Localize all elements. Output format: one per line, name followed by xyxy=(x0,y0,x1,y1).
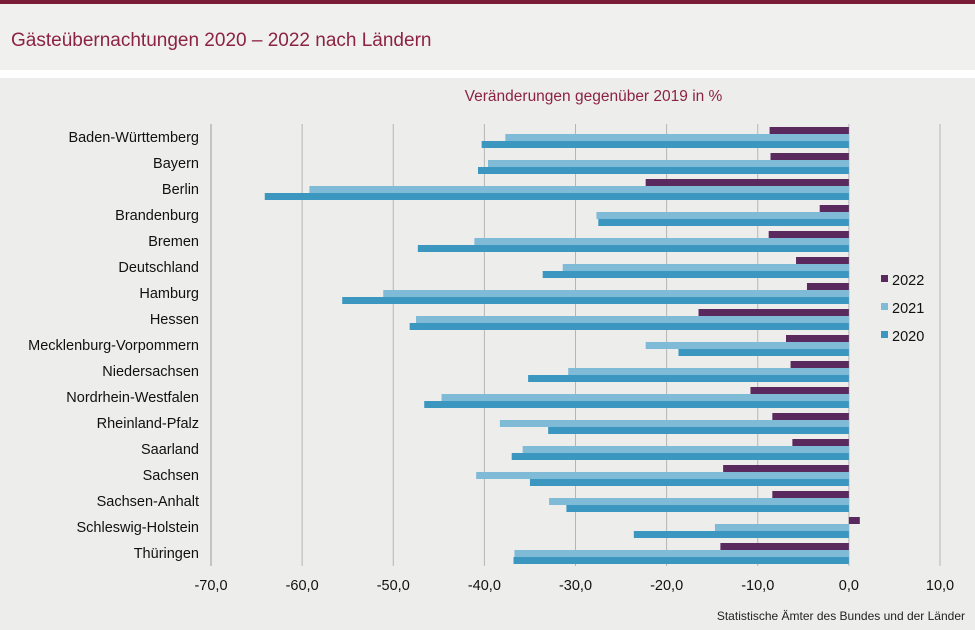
bar-2022 xyxy=(772,491,849,498)
bar-2022 xyxy=(848,517,860,524)
legend-swatch-2021 xyxy=(881,303,888,310)
x-tick-label: -10,0 xyxy=(741,578,774,594)
bar-2021 xyxy=(596,212,849,219)
bar-2021 xyxy=(645,342,849,349)
category-label: Schleswig-Holstein xyxy=(77,520,200,536)
legend-label: 2021 xyxy=(892,301,924,317)
bar-2021 xyxy=(476,472,849,479)
bar-2020 xyxy=(342,297,849,304)
bar-2020 xyxy=(633,531,849,538)
bar-2020 xyxy=(528,375,849,382)
source-note: Statistische Ämter des Bundes und der Lä… xyxy=(716,609,965,623)
category-label: Nordrhein-Westfalen xyxy=(66,390,199,406)
x-tick-label: -70,0 xyxy=(194,578,227,594)
bar-2020 xyxy=(264,193,849,200)
bar-2020 xyxy=(542,271,849,278)
legend-swatch-2020 xyxy=(881,331,888,338)
category-label: Hamburg xyxy=(139,286,199,302)
bar-2021 xyxy=(568,368,849,375)
category-label: Brandenburg xyxy=(115,208,199,224)
header: Gästeübernachtungen 2020 – 2022 nach Län… xyxy=(0,4,975,70)
x-tick-label: -50,0 xyxy=(377,578,410,594)
bar-2021 xyxy=(474,238,849,245)
bar-2020 xyxy=(678,349,849,356)
bar-2020 xyxy=(511,453,849,460)
bar-2020 xyxy=(477,167,849,174)
x-tick-label: 0,0 xyxy=(839,578,859,594)
bar-2021 xyxy=(549,498,849,505)
bar-2020 xyxy=(548,427,849,434)
bar-2022 xyxy=(723,465,849,472)
category-label: Mecklenburg-Vorpommern xyxy=(28,338,199,354)
category-label: Sachsen-Anhalt xyxy=(97,494,199,510)
bar-2020 xyxy=(566,505,849,512)
category-label: Deutschland xyxy=(118,260,199,276)
bar-2020 xyxy=(409,323,849,330)
page-title: Gästeübernachtungen 2020 – 2022 nach Län… xyxy=(11,30,432,51)
category-label: Thüringen xyxy=(134,546,199,562)
bar-2021 xyxy=(416,316,849,323)
category-label: Rheinland-Pfalz xyxy=(97,416,199,432)
category-label: Hessen xyxy=(150,312,199,328)
category-label: Bayern xyxy=(153,156,199,172)
bar-2020 xyxy=(417,245,849,252)
chart-subtitle: Veränderungen gegenüber 2019 in % xyxy=(464,88,723,105)
x-tick-label: -40,0 xyxy=(468,578,501,594)
bar-2022 xyxy=(768,231,849,238)
category-label: Bremen xyxy=(148,234,199,250)
bar-2021 xyxy=(309,186,849,193)
x-tick-label: -30,0 xyxy=(559,578,592,594)
bar-2021 xyxy=(522,446,849,453)
category-label: Berlin xyxy=(162,182,199,198)
bar-2021 xyxy=(562,264,849,271)
bar-2022 xyxy=(770,153,849,160)
bar-2022 xyxy=(772,413,849,420)
header-divider xyxy=(0,70,975,78)
bar-2022 xyxy=(796,257,849,264)
category-label: Saarland xyxy=(141,442,199,458)
bar-2022 xyxy=(698,309,849,316)
bar-2021 xyxy=(714,524,849,531)
bar-2021 xyxy=(505,134,849,141)
bar-2022 xyxy=(769,127,849,134)
bar-2022 xyxy=(792,439,849,446)
bar-2021 xyxy=(488,160,849,167)
bar-2022 xyxy=(785,335,849,342)
bar-2020 xyxy=(513,557,849,564)
category-label: Niedersachsen xyxy=(102,364,199,380)
legend-label: 2020 xyxy=(892,329,924,345)
bar-2020 xyxy=(598,219,849,226)
bar-2022 xyxy=(819,205,849,212)
bar-2022 xyxy=(750,387,849,394)
bar-2021 xyxy=(499,420,849,427)
bar-2021 xyxy=(383,290,849,297)
bar-2021 xyxy=(514,550,849,557)
bar-2020 xyxy=(424,401,849,408)
bar-2022 xyxy=(790,361,849,368)
x-tick-label: -20,0 xyxy=(650,578,683,594)
category-label: Sachsen xyxy=(143,468,199,484)
bar-2022 xyxy=(645,179,849,186)
category-label: Baden-Württemberg xyxy=(68,130,199,146)
bar-2020 xyxy=(529,479,849,486)
legend-label: 2022 xyxy=(892,273,924,289)
x-tick-label: 10,0 xyxy=(926,578,954,594)
bar-2022 xyxy=(720,543,849,550)
bar-2020 xyxy=(481,141,849,148)
bar-2021 xyxy=(441,394,849,401)
x-tick-label: -60,0 xyxy=(286,578,319,594)
legend-swatch-2022 xyxy=(881,275,888,282)
top-accent-stripe xyxy=(0,0,975,4)
bar-2022 xyxy=(806,283,849,290)
